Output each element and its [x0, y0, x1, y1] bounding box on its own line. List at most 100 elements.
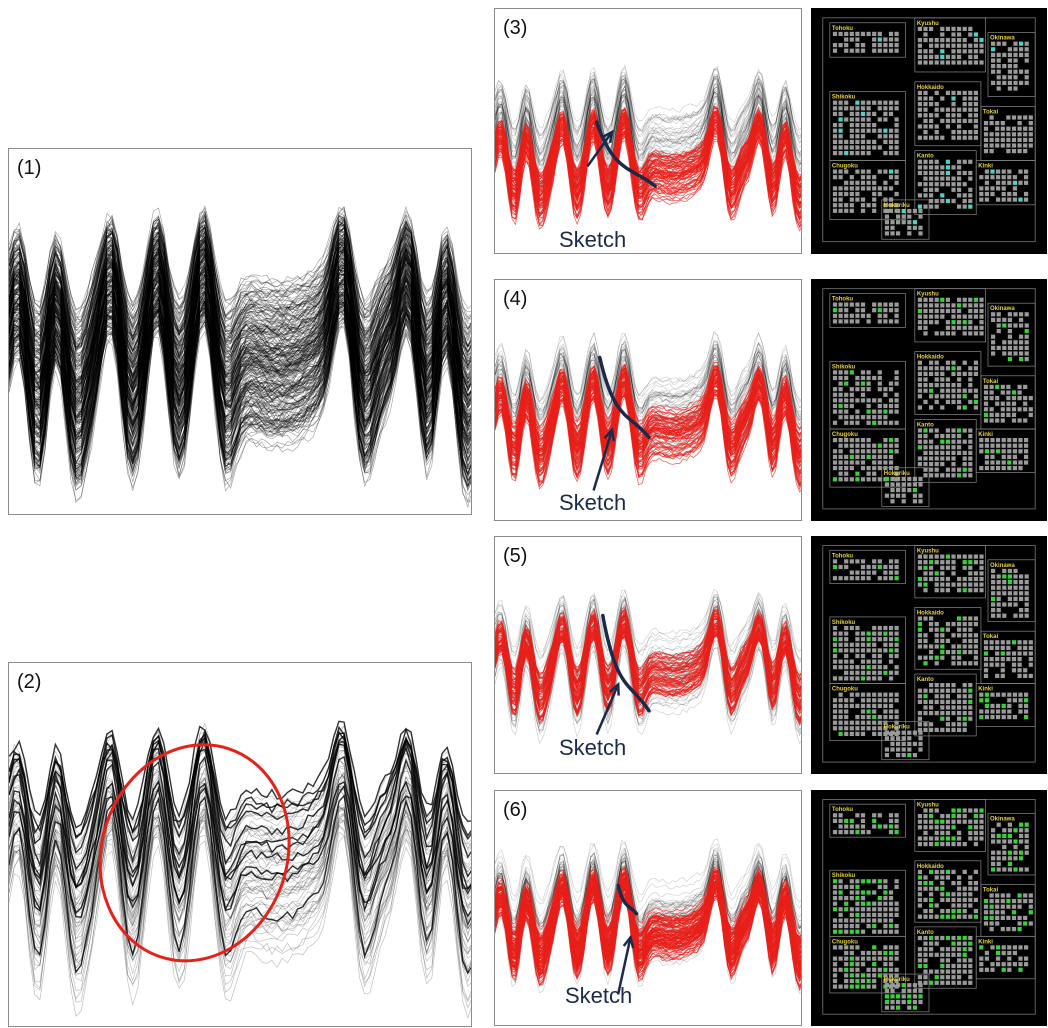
- series-line: [495, 73, 801, 140]
- treemap-cell: [832, 967, 838, 972]
- treemap-cell: [989, 921, 994, 926]
- treemap-cell: [989, 412, 994, 417]
- treemap-cell: [849, 670, 854, 675]
- treemap-cell: [1023, 915, 1028, 920]
- treemap-cell: [883, 48, 888, 53]
- treemap-cell: [1028, 910, 1033, 915]
- series-line: [9, 228, 471, 358]
- treemap-cell: [860, 117, 866, 122]
- treemap-cell: [1028, 121, 1033, 126]
- treemap-cell: [929, 60, 934, 65]
- series-line: [9, 283, 471, 466]
- treemap-cell: [844, 415, 849, 420]
- treemap-cell: [940, 388, 945, 393]
- series-line: [9, 277, 471, 383]
- treemap-cell: [901, 214, 906, 219]
- treemap-cell: [1013, 596, 1018, 601]
- series-line: [9, 299, 471, 482]
- series-line: [9, 820, 471, 975]
- treemap-cell: [1000, 390, 1005, 395]
- treemap-cell: [973, 808, 978, 813]
- series-line: [9, 247, 471, 369]
- treemap-cell: [929, 439, 934, 444]
- treemap-cell: [855, 302, 860, 307]
- treemap-cell: [989, 899, 994, 904]
- treemap-cell: [989, 149, 994, 154]
- treemap-cell: [989, 115, 994, 120]
- treemap-cell: [1019, 585, 1024, 590]
- treemap-cell: [866, 313, 871, 318]
- treemap-cell: [832, 709, 838, 714]
- treemap-cell: [860, 703, 866, 708]
- matched-series-line: [495, 115, 801, 182]
- treemap-cell: [1024, 828, 1029, 833]
- treemap-cell: [844, 208, 849, 213]
- matched-series-line: [495, 895, 801, 983]
- treemap-cell: [923, 975, 928, 980]
- treemap-cell: [951, 892, 956, 897]
- treemap-cell: [1007, 596, 1012, 601]
- series-line: [9, 251, 471, 427]
- treemap-cell: [890, 999, 895, 1005]
- treemap-cell: [934, 314, 939, 319]
- treemap-cell: [1001, 950, 1006, 956]
- treemap-cell: [951, 688, 956, 693]
- treemap-cell: [923, 819, 928, 824]
- treemap-cell: [917, 716, 922, 721]
- treemap-cell: [983, 126, 989, 131]
- treemap-cell: [1013, 828, 1018, 833]
- treemap-cell: [855, 139, 860, 144]
- treemap-cell: [888, 642, 894, 647]
- treemap-cell: [849, 443, 854, 448]
- series-line: [9, 220, 471, 355]
- treemap-cell: [907, 220, 912, 225]
- series-line: [9, 302, 471, 462]
- timeseries-panel-1: (1): [8, 148, 472, 515]
- series-line: [9, 246, 471, 393]
- treemap-cell: [888, 962, 894, 967]
- treemap-cell: [1006, 893, 1011, 898]
- series-line: [9, 238, 471, 401]
- treemap-cell: [838, 208, 843, 213]
- treemap-cell: [1002, 833, 1007, 838]
- series-line: [9, 301, 471, 459]
- treemap-cell: [962, 694, 967, 699]
- treemap-cell: [849, 896, 854, 901]
- treemap-cell: [877, 918, 882, 923]
- treemap-region: [914, 288, 986, 343]
- treemap-cell: [1013, 47, 1018, 52]
- treemap-cell: [855, 912, 860, 917]
- series-line: [9, 247, 471, 398]
- treemap-cell: [838, 381, 843, 386]
- treemap-cell: [877, 415, 882, 420]
- treemap-cell: [995, 921, 1000, 926]
- treemap-cell: [968, 377, 973, 382]
- treemap-cell: [968, 716, 973, 721]
- treemap-cell: [838, 128, 843, 133]
- treemap-cell: [973, 303, 978, 308]
- treemap-cell: [996, 449, 1001, 454]
- treemap-cell: [901, 983, 906, 988]
- treemap-cell: [896, 493, 901, 498]
- treemap-cell: [996, 715, 1001, 720]
- treemap-cell: [832, 929, 838, 934]
- treemap-cell: [962, 650, 967, 655]
- treemap-cell: [984, 438, 989, 443]
- treemap-cell: [991, 608, 996, 613]
- series-line: [9, 261, 471, 403]
- treemap-cell: [923, 54, 928, 59]
- treemap-cell: [855, 375, 860, 381]
- treemap-cell: [968, 875, 973, 880]
- treemap-cell: [1012, 466, 1017, 471]
- treemap-cell: [866, 186, 871, 191]
- treemap-cell: [1012, 175, 1017, 180]
- series-line: [9, 294, 471, 476]
- treemap-cell: [855, 37, 860, 42]
- treemap-cell: [883, 169, 888, 174]
- series-line: [9, 277, 471, 427]
- series-line: [495, 76, 801, 140]
- treemap-cell: [934, 711, 939, 716]
- treemap-cell: [888, 698, 894, 703]
- treemap-cell: [832, 884, 838, 889]
- treemap-cell: [883, 392, 888, 397]
